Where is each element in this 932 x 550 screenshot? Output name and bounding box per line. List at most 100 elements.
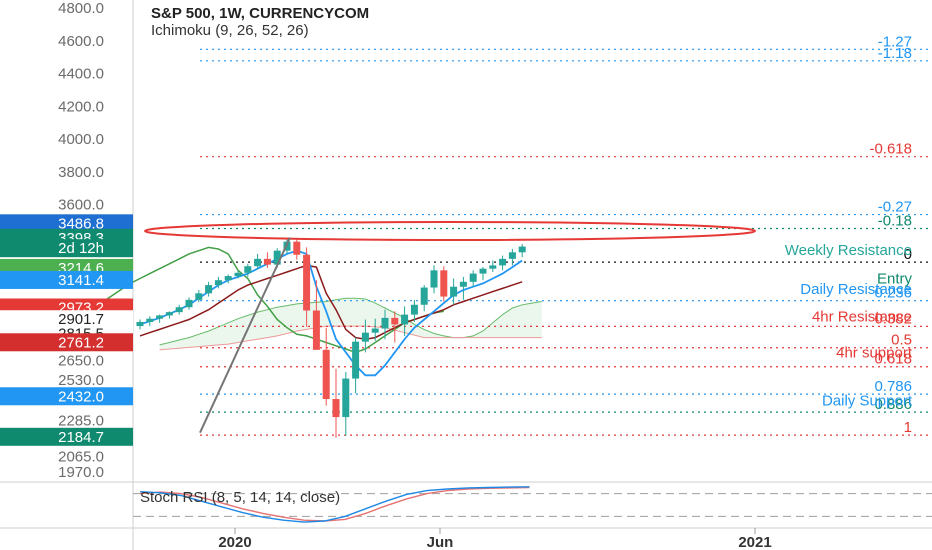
candle-body (401, 314, 409, 325)
price-badge-label: 2432.0 (58, 388, 104, 405)
candle-body (361, 332, 369, 342)
candle-body (263, 258, 271, 265)
candle-body (391, 317, 399, 325)
x-tick-label: 2021 (738, 534, 771, 550)
y-tick-label: 4200.0 (58, 98, 104, 115)
candle-body (499, 258, 507, 266)
candle-body (165, 312, 173, 316)
price-badge-label: 2901.7 (58, 311, 104, 328)
price-badge-label: 2d 12h (58, 240, 104, 257)
fib-levels: -1.27-1.18 -0.618 -0.27-0.18 0 0.236 0.382 0.5… (200, 33, 932, 436)
candle-body (195, 293, 203, 300)
candle-body (205, 285, 213, 294)
stoch-rsi-label: Stoch RSI (8, 5, 14, 14, close) (140, 489, 340, 506)
resistance-ellipse (144, 220, 756, 241)
y-tick-label: 4400.0 (58, 66, 104, 83)
candle-body (303, 254, 311, 311)
fib-label: -1.18 (878, 45, 912, 62)
candle-body (410, 304, 418, 315)
candle-body (518, 246, 526, 253)
candle-body (136, 321, 144, 327)
fib-label: 0.382 (874, 310, 912, 327)
candle-body (156, 315, 164, 319)
tenkan-sen (139, 249, 523, 377)
candle-body (381, 317, 389, 329)
y-tick-label: 4000.0 (58, 131, 104, 148)
annotation-label: Daily Resistance (800, 281, 912, 298)
candle-body (234, 272, 242, 277)
candle-body (254, 258, 262, 267)
candle-body (214, 280, 222, 286)
senkou-span-a (159, 297, 542, 346)
fib-label: -0.27 (878, 199, 912, 216)
y-tick-label: 4800.0 (58, 0, 104, 17)
stoch-k-line (139, 486, 530, 523)
annotation-label: Entry (877, 271, 913, 288)
stoch-rsi-panel: Stoch RSI (8, 5, 14, 14, close) (133, 486, 932, 523)
candle-body (185, 299, 193, 308)
candle-body (175, 307, 183, 313)
candle-body (332, 399, 340, 418)
chart-subtitle: Ichimoku (9, 26, 52, 26) (151, 22, 309, 39)
candle-body (146, 318, 154, 322)
x-axis: 2020 Jun 2021 (218, 528, 772, 550)
fib-label: -0.18 (878, 213, 912, 230)
price-badge (0, 387, 133, 406)
y-tick-label: 3600.0 (58, 197, 104, 214)
y-tick-label: 3800.0 (58, 164, 104, 181)
fib-label: 0.236 (874, 285, 912, 302)
candle-body (489, 265, 497, 269)
annotation-label: Daily Support (822, 393, 913, 410)
fib-label: -0.618 (869, 141, 912, 158)
y-tick-label: 2285.0 (58, 412, 104, 429)
ichimoku-cloud (159, 297, 542, 351)
fib-label: -1.27 (878, 33, 912, 50)
chart-title: S&P 500, 1W, CURRENCYCOM (151, 5, 369, 22)
y-tick-label: 1970.0 (58, 464, 104, 481)
fib-label: 0.786 (874, 378, 912, 395)
cloud-fill (159, 298, 542, 350)
fib-label: 1 (904, 419, 912, 436)
trend-line (199, 237, 291, 434)
candle-body (273, 250, 281, 265)
annotation-label: 4hr Resistance (812, 309, 912, 326)
candle-body (450, 286, 458, 297)
y-tick-label: 2065.0 (58, 448, 104, 465)
price-badge (0, 427, 133, 446)
fib-label: 0.618 (874, 351, 912, 368)
candle-body (342, 378, 350, 418)
fib-label: 0.5 (891, 332, 912, 349)
stoch-d-line (139, 486, 530, 522)
fib-label: 0 (904, 246, 912, 263)
candle-body (420, 287, 428, 305)
candle-body (312, 310, 320, 350)
price-badge (0, 333, 133, 352)
y-tick-label: 4600.0 (58, 33, 104, 50)
candle-body (224, 276, 232, 281)
price-badge-label: 2761.2 (58, 334, 104, 351)
price-badge (0, 310, 133, 329)
y-axis: 4800.0 4600.0 4400.0 4200.0 4000.0 3800.0 3600… (58, 0, 104, 481)
candle-body (459, 281, 467, 287)
candle-body (371, 328, 379, 333)
candle-body (322, 349, 330, 400)
candle-body (430, 270, 438, 288)
candle-body (479, 268, 487, 274)
candle-body (508, 252, 516, 259)
annotation-label: 4hr support (836, 344, 913, 361)
price-badge-label: 2184.7 (58, 429, 104, 446)
candle-body (352, 341, 360, 379)
candle-body (469, 273, 477, 282)
x-tick-label: Jun (427, 534, 454, 550)
kijun-sen (139, 264, 523, 340)
price-badge (0, 214, 133, 233)
y-tick-label: 2530.0 (58, 372, 104, 389)
price-badge-label: 3486.8 (58, 215, 104, 232)
y-tick-label: 2650.0 (58, 353, 104, 370)
candle-body (440, 270, 448, 297)
fib-label: 0.886 (874, 396, 912, 413)
